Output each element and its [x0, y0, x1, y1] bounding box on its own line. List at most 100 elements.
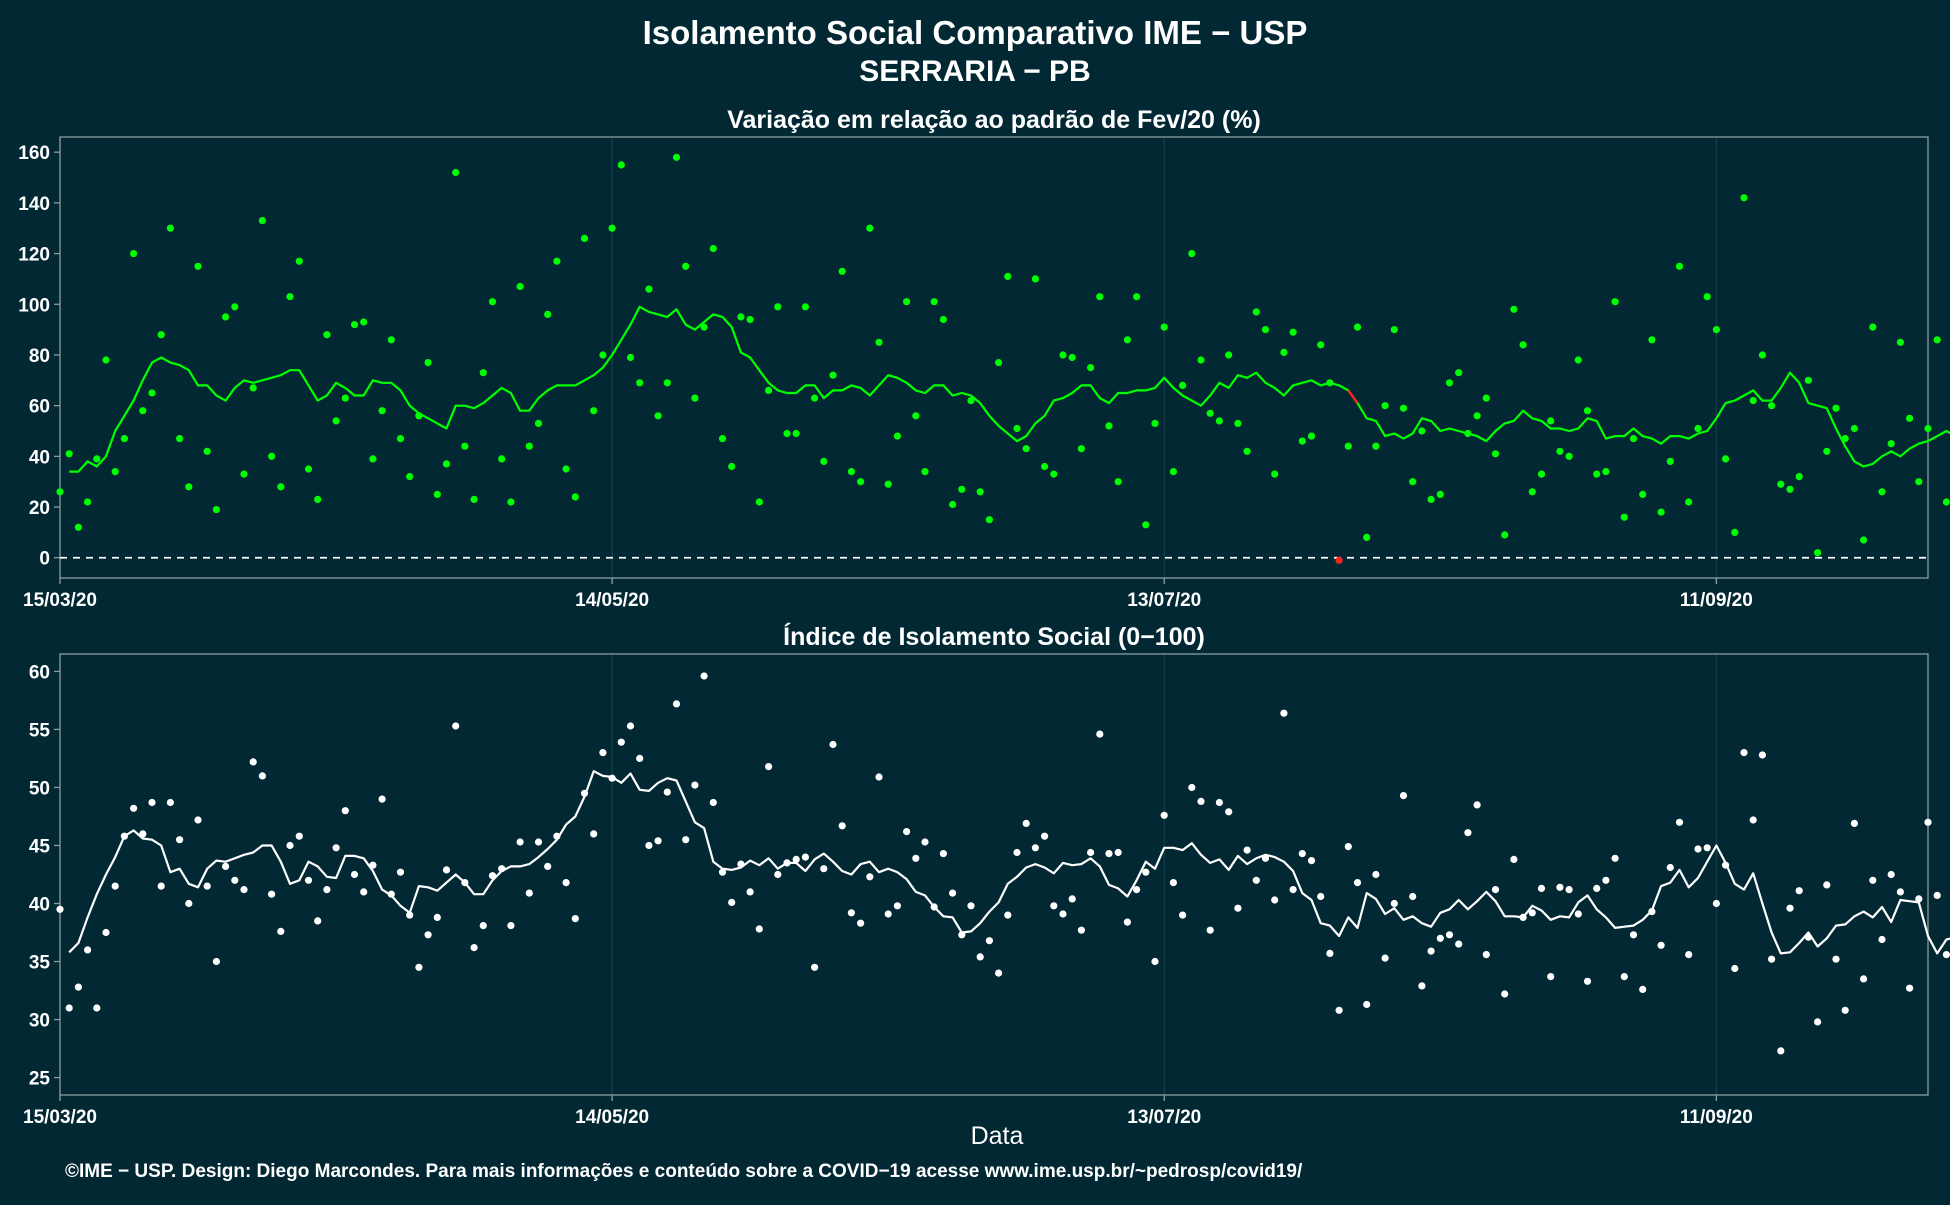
data-point [663, 379, 671, 387]
data-point [820, 865, 828, 873]
x-tick-label: 14/05/20 [575, 1107, 649, 1128]
data-point [1620, 513, 1628, 521]
data-point [1694, 845, 1702, 853]
data-point [608, 224, 616, 232]
data-point [1629, 931, 1638, 939]
data-point [1942, 951, 1950, 959]
data-point [654, 837, 662, 845]
data-point [1271, 896, 1279, 904]
data-point [470, 944, 478, 952]
data-point [1666, 863, 1674, 872]
data-point [1298, 437, 1306, 445]
data-point [553, 257, 561, 265]
data-point [1215, 798, 1223, 807]
data-point [470, 495, 478, 503]
data-point [488, 298, 497, 306]
data-point [1234, 904, 1242, 912]
data-point [332, 417, 340, 425]
data-point [1712, 899, 1720, 908]
data-point [995, 359, 1003, 367]
data-point [1556, 883, 1564, 891]
data-point [599, 351, 607, 359]
data-point [1786, 485, 1794, 493]
data-point [571, 915, 579, 923]
data-point [111, 468, 119, 476]
data-point [921, 838, 929, 846]
data-point [56, 488, 64, 496]
data-point [1225, 808, 1233, 816]
data-point [56, 905, 64, 913]
data-point [111, 882, 119, 890]
data-point [148, 798, 156, 807]
data-point [1537, 884, 1546, 893]
data-point [323, 886, 331, 894]
data-point [1887, 870, 1895, 879]
data-point [1077, 445, 1085, 453]
data-point [498, 455, 506, 463]
data-point [1280, 348, 1288, 356]
data-point [1841, 1006, 1849, 1014]
data-point [939, 315, 948, 324]
data-point [967, 902, 975, 910]
data-point [1390, 326, 1398, 334]
data-point [185, 483, 193, 491]
data-point [1326, 949, 1334, 958]
data-point [1436, 934, 1444, 942]
data-point [341, 394, 349, 402]
data-point [433, 913, 441, 922]
data-point [1013, 424, 1021, 433]
data-point [415, 963, 423, 971]
data-point [1740, 749, 1748, 757]
data-point [544, 862, 552, 871]
data-point [442, 866, 451, 874]
data-point [1547, 973, 1555, 981]
data-point [231, 303, 239, 311]
data-point [976, 488, 984, 496]
data-point [1151, 957, 1159, 966]
data-point [792, 855, 800, 864]
chart-title: Isolamento Social Comparativo IME − USP [643, 14, 1308, 51]
data-point [378, 795, 386, 803]
data-point [875, 338, 883, 346]
data-point [884, 480, 892, 488]
data-point [1353, 323, 1362, 331]
data-point [93, 1004, 101, 1012]
data-point [1243, 846, 1251, 854]
x-tick-label: 11/09/20 [1680, 1107, 1753, 1128]
data-point [1583, 407, 1592, 415]
data-point [406, 911, 414, 919]
data-point [985, 516, 994, 524]
data-point [1860, 536, 1868, 544]
data-point [1510, 305, 1518, 313]
data-point [737, 313, 745, 321]
data-point [1602, 468, 1610, 476]
data-point [1768, 955, 1776, 963]
data-point [1004, 272, 1012, 280]
data-point [1694, 424, 1702, 433]
data-point [1795, 887, 1803, 895]
data-point [1307, 432, 1316, 440]
data-point [1482, 394, 1490, 402]
y-tick-label: 20 [29, 498, 50, 519]
data-point [1234, 419, 1242, 427]
data-point [682, 836, 690, 844]
data-point [323, 331, 331, 339]
data-point [857, 919, 865, 927]
data-point [1482, 951, 1490, 959]
data-point [1896, 888, 1904, 896]
data-point [84, 498, 92, 506]
data-point [1169, 879, 1177, 887]
data-point [139, 407, 147, 415]
data-point [1565, 452, 1573, 460]
data-point [903, 828, 911, 836]
data-point [728, 462, 736, 471]
x-tick-label: 11/09/20 [1680, 590, 1753, 611]
data-point [1537, 470, 1546, 478]
y-tick-label: 45 [29, 836, 51, 857]
data-point [84, 946, 92, 954]
data-point [838, 822, 846, 830]
data-point [1777, 1047, 1785, 1055]
data-point [949, 500, 957, 509]
data-point [1906, 414, 1914, 422]
data-point [783, 429, 791, 438]
